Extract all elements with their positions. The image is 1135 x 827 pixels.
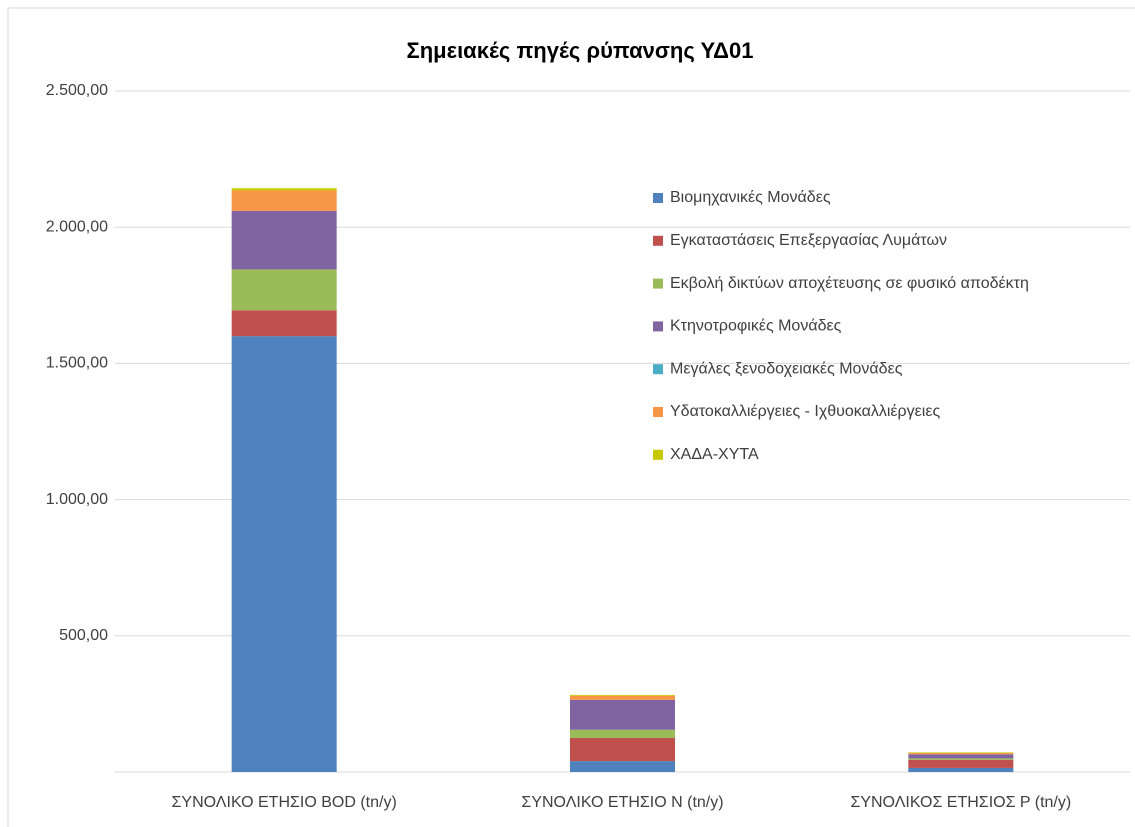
bar-segment bbox=[570, 737, 675, 762]
bar-segment bbox=[908, 767, 1014, 772]
legend-swatch bbox=[653, 407, 663, 417]
bar-segment bbox=[231, 310, 337, 337]
bar-segment bbox=[570, 729, 675, 738]
bar-segment bbox=[231, 210, 337, 270]
legend-swatch bbox=[653, 278, 663, 289]
bar-segment bbox=[908, 759, 1014, 768]
bar-segment bbox=[231, 190, 337, 211]
x-tick-label: ΣΥΝΟΛΙΚΟ ΕΤΗΣΙΟ BOD (tn/y) bbox=[172, 794, 397, 811]
x-tick-label: ΣΥΝΟΛΙΚΟ ΕΤΗΣΙΟ N (tn/y) bbox=[521, 794, 723, 811]
legend-label: Υδατοκαλλιέργειες - Ιχθυοκαλλιέργειες bbox=[670, 403, 940, 420]
bar-segment bbox=[570, 694, 675, 696]
bar-segment bbox=[231, 188, 337, 191]
legend-label: Εκβολή δικτύων αποχέτευσης σε φυσικό απο… bbox=[670, 275, 1029, 292]
legend-label: ΧΑΔΑ-ΧΥΤΑ bbox=[670, 446, 759, 463]
y-tick-label: 1.500,00 bbox=[46, 355, 108, 372]
bar-segment bbox=[908, 758, 1014, 760]
bar-segment bbox=[908, 752, 1014, 753]
bar-segment bbox=[570, 695, 675, 700]
chart-frame bbox=[7, 7, 1135, 827]
y-tick-label: 1.000,00 bbox=[46, 491, 108, 508]
legend-swatch bbox=[653, 364, 663, 375]
bar-segment bbox=[570, 699, 675, 730]
bar-segment bbox=[908, 754, 1014, 759]
legend-label: Εγκαταστάσεις Επεξεργασίας Λυμάτων bbox=[670, 232, 947, 249]
bar-segment bbox=[231, 269, 337, 311]
legend-swatch bbox=[653, 193, 663, 203]
legend-swatch bbox=[653, 235, 663, 246]
y-tick-label: 2.500,00 bbox=[46, 82, 108, 99]
legend-label: Μεγάλες ξενοδοχειακές Μονάδες bbox=[670, 360, 903, 377]
bar-segment bbox=[231, 336, 337, 772]
legend-label: Κτηνοτροφικές Μονάδες bbox=[670, 318, 842, 335]
y-tick-label: 500,00 bbox=[59, 627, 108, 644]
bar-segment bbox=[570, 761, 675, 772]
legend-label: Βιομηχανικές Μονάδες bbox=[670, 189, 831, 206]
bar-segment bbox=[908, 752, 1014, 755]
x-tick-label: ΣΥΝΟΛΙΚΟΣ ΕΤΗΣΙΟΣ P (tn/y) bbox=[850, 794, 1071, 811]
legend-swatch bbox=[653, 321, 663, 332]
legend-swatch bbox=[653, 449, 663, 460]
y-tick-label: 2.000,00 bbox=[46, 218, 108, 235]
chart-title: Σημειακές πηγές ρύπανσης ΥΔ01 bbox=[407, 38, 754, 63]
